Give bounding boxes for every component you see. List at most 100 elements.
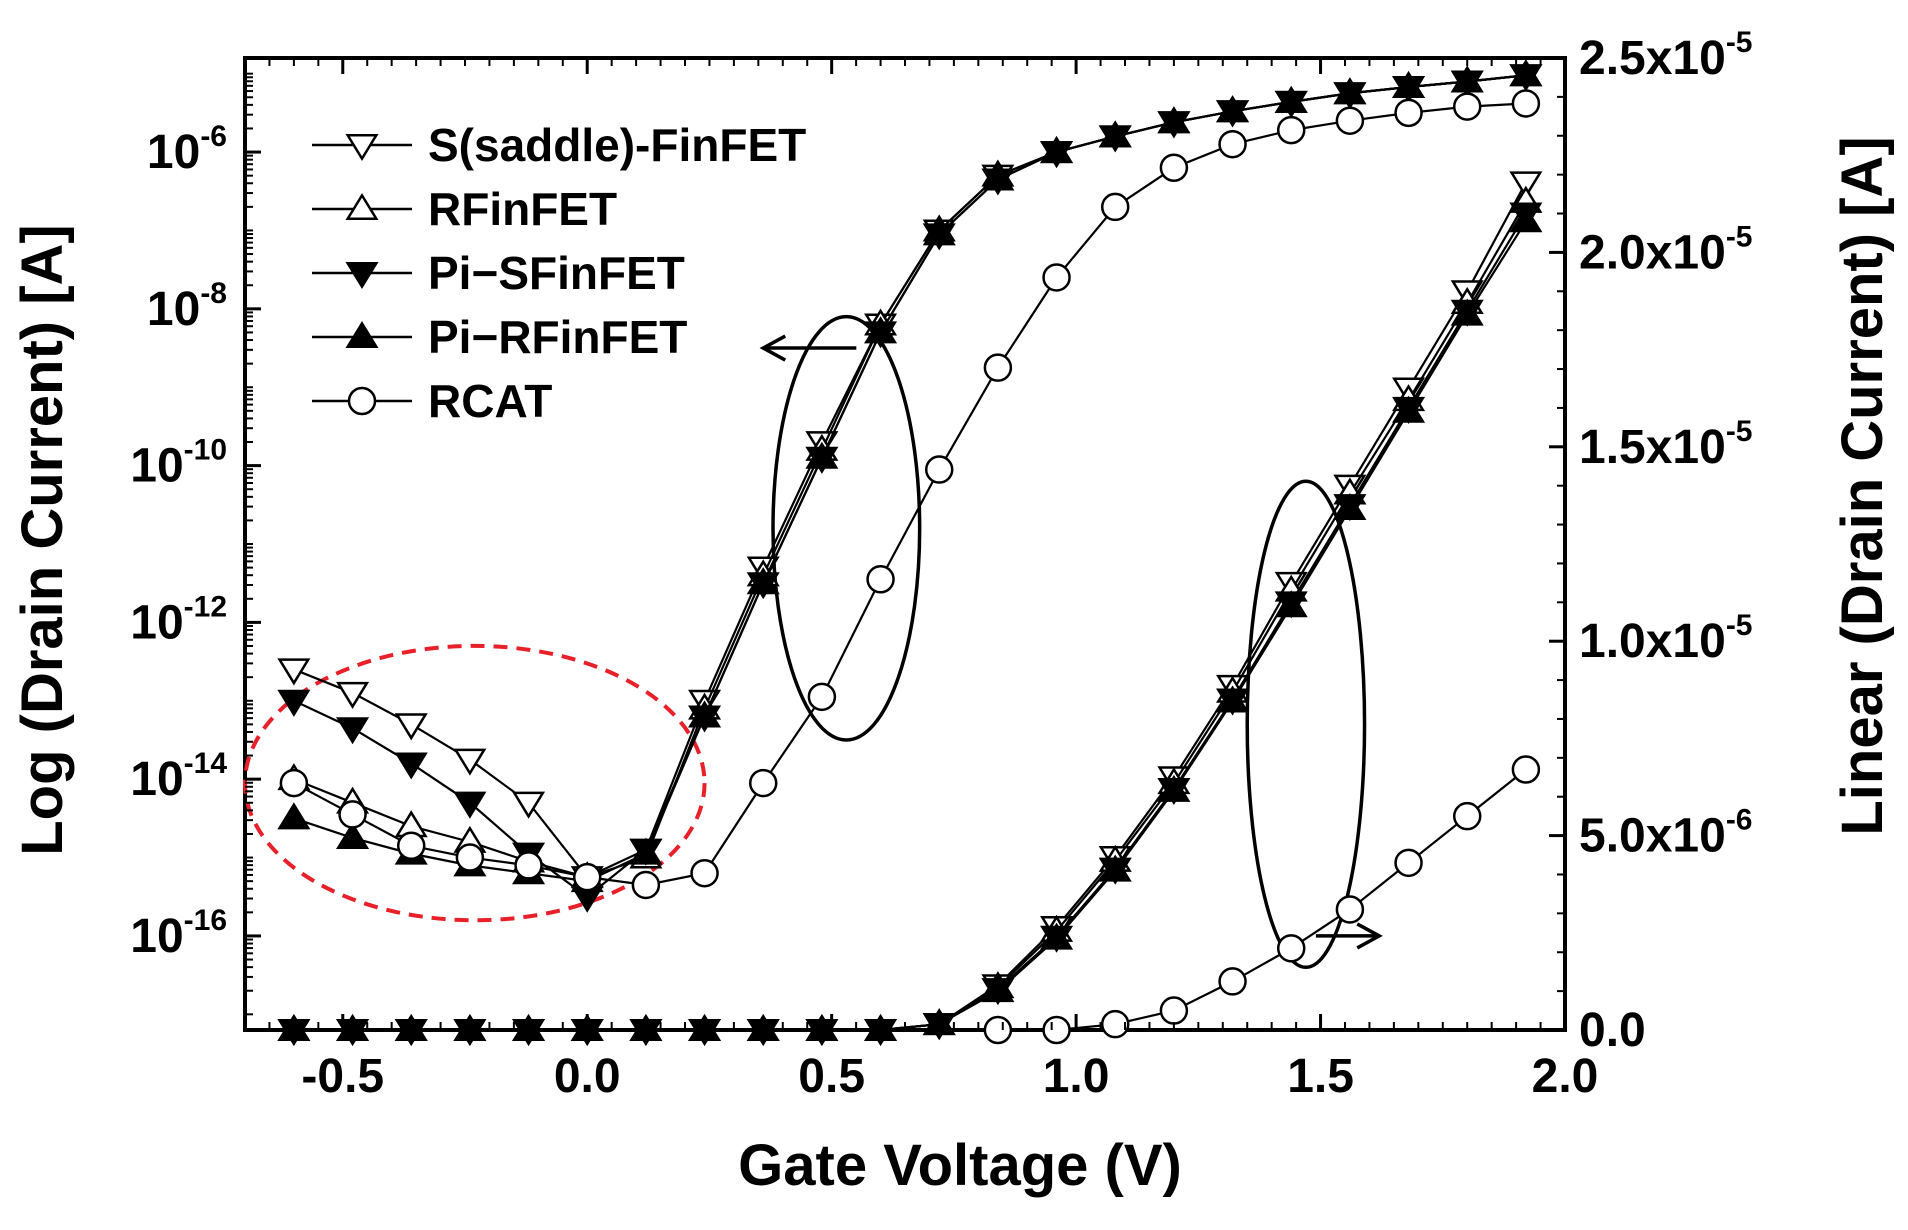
data-point — [453, 748, 487, 776]
data-point — [1392, 70, 1426, 99]
data-point — [866, 565, 895, 594]
right-axis-ellipse — [1245, 479, 1367, 970]
data-point — [396, 831, 426, 861]
legend-marker — [347, 386, 377, 416]
data-point — [746, 567, 780, 595]
data-point — [1509, 171, 1543, 199]
y-right-tick-label: 2.0x10-5 — [1579, 220, 1753, 279]
legend-marker — [345, 262, 379, 290]
legend-item: S(saddle)-FinFET — [312, 119, 806, 171]
left-arrow-head — [759, 334, 787, 362]
x-tick-label: 0.0 — [554, 1050, 621, 1103]
data-point — [1511, 89, 1541, 118]
legend-label: S(saddle)-FinFET — [428, 119, 806, 171]
annotations — [243, 314, 1383, 970]
data-point — [981, 975, 1015, 1003]
data-point — [394, 1013, 428, 1041]
data-point — [1450, 298, 1484, 326]
data-point — [512, 1013, 546, 1041]
x-tick-label: -0.5 — [301, 1050, 384, 1103]
data-point — [1394, 98, 1423, 128]
data-point — [981, 163, 1015, 191]
data-point — [629, 1013, 663, 1041]
data-point — [1509, 59, 1543, 87]
legend-label: RCAT — [428, 375, 552, 427]
data-point — [279, 768, 309, 798]
data-point — [394, 713, 428, 741]
data-point — [277, 689, 311, 717]
y-left-tick-label: 10-12 — [130, 590, 227, 649]
data-point — [983, 353, 1013, 382]
y-left-tick-label: 10-16 — [130, 904, 227, 963]
data-point — [1218, 129, 1247, 159]
data-point — [1450, 65, 1484, 93]
legend-item: Pi−RFinFET — [312, 311, 687, 363]
series-log-4 — [279, 89, 1541, 900]
y-right-tick-label: 2.5x10-5 — [1579, 26, 1753, 85]
data-point — [1509, 205, 1543, 233]
data-point — [1042, 263, 1071, 292]
y-right-tick-label: 5.0x10-6 — [1579, 804, 1753, 863]
data-point — [1159, 996, 1189, 1025]
data-point — [1335, 895, 1365, 924]
legend-item: Pi−SFinFET — [312, 247, 685, 299]
data-point — [336, 1013, 370, 1041]
data-point — [338, 800, 367, 829]
data-point — [1392, 395, 1426, 423]
data-point — [748, 768, 778, 798]
series-linear-4 — [983, 755, 1541, 1045]
data-point — [983, 1015, 1013, 1045]
data-point — [807, 682, 837, 712]
data-point — [1216, 95, 1250, 123]
data-point — [1394, 848, 1423, 878]
data-point — [1157, 774, 1191, 802]
data-point — [512, 791, 546, 819]
data-point — [572, 862, 602, 892]
data-point — [1040, 922, 1074, 950]
y-right-tick-label: 1.0x10-5 — [1579, 609, 1753, 668]
data-point — [453, 791, 487, 819]
data-point — [1333, 77, 1367, 105]
ticks-layer: -0.5 0.0 0.5 1.0 1.5 2.0 10-6 10-8 10-10 10-12 10-… — [130, 26, 1752, 1103]
x-tick-label: 2.0 — [1532, 1050, 1599, 1103]
data-point — [1216, 685, 1250, 713]
y-axis-right-title: Linear (Drain Current) [A] — [1830, 136, 1895, 835]
y-left-tick-label: 10-14 — [130, 747, 227, 806]
data-point — [1452, 801, 1482, 831]
y-right-tick-label: 1.5x10-5 — [1579, 415, 1753, 474]
data-point — [1098, 120, 1132, 148]
data-point — [746, 1013, 780, 1041]
y-right-tick-label: 0.0 — [1579, 1004, 1646, 1057]
y-left-tick-label: 10-8 — [147, 277, 227, 336]
data-point — [277, 658, 311, 686]
y-left-tick-label: 10-6 — [147, 120, 227, 179]
legend-marker — [345, 134, 379, 162]
data-point — [922, 1008, 956, 1036]
y-left-tick-label: 10-10 — [130, 434, 227, 493]
data-point — [455, 843, 485, 872]
data-point — [631, 870, 661, 900]
data-point — [1098, 854, 1132, 882]
data-point — [805, 441, 839, 469]
x-axis-title: Gate Voltage (V) — [738, 1133, 1182, 1198]
series-layer — [277, 59, 1543, 1047]
legend-label: Pi−SFinFET — [428, 247, 685, 299]
data-point — [336, 681, 370, 709]
series-line — [293, 220, 1527, 1032]
data-point — [922, 218, 956, 246]
data-point — [1274, 590, 1308, 618]
data-point — [514, 851, 543, 880]
data-point — [1511, 755, 1541, 784]
data-point — [336, 821, 370, 849]
y-axis-left-title: Log (Drain Current) [A] — [10, 224, 75, 856]
data-point — [1452, 92, 1482, 121]
data-point — [1333, 492, 1367, 521]
data-point — [690, 858, 719, 888]
data-point — [1100, 192, 1130, 222]
data-point — [805, 1013, 839, 1041]
legend-label: RFinFET — [428, 183, 617, 235]
data-point — [1276, 934, 1306, 963]
legend-item: RFinFET — [312, 183, 617, 235]
series-line — [293, 102, 1526, 887]
